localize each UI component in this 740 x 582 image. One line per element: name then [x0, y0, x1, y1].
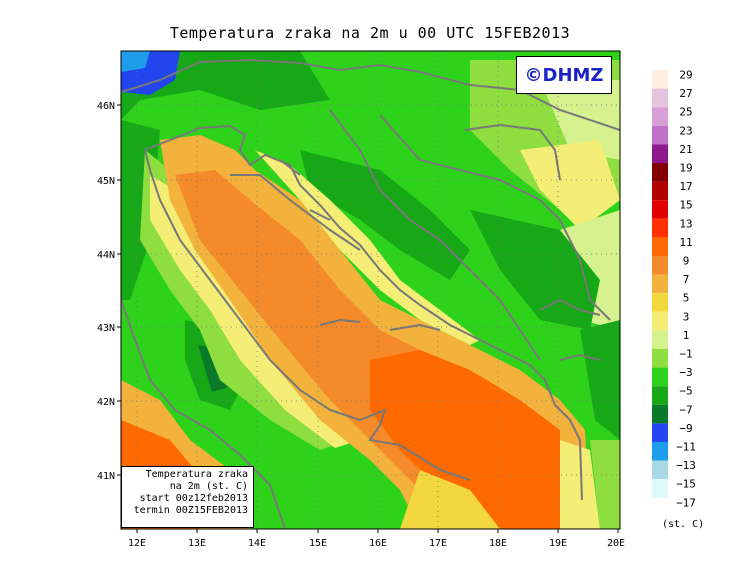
legend-label: 17: [679, 180, 692, 193]
legend-swatch: [652, 330, 668, 349]
legend-swatch: [652, 497, 668, 517]
legend-label: 23: [679, 124, 692, 137]
lon-label: 17E: [429, 538, 447, 549]
coastlines: [121, 58, 620, 529]
legend-label: 29: [679, 69, 692, 82]
map-title: Temperatura zraka na 2m u 00 UTC 15FEB20…: [169, 24, 571, 42]
legend-label: 15: [679, 199, 692, 212]
legend-label: 13: [679, 217, 692, 230]
lat-label: 43N: [97, 323, 115, 334]
legend-swatch: [652, 367, 668, 387]
color-legend: 29 27 25 23 21 19 17 15 13 11 9 7 5 3 1 −1 −3 −5 −7 −9 −11 −1…: [652, 69, 696, 517]
info-line: termin 00Z15FEB2013: [133, 505, 248, 516]
lon-label: 14E: [248, 538, 266, 549]
legend-label: −5: [679, 385, 692, 398]
info-line: Temperatura zraka: [145, 469, 248, 480]
info-line: na 2m (st. C): [169, 481, 248, 492]
lon-label: 12E: [128, 538, 146, 549]
legend-label: 27: [679, 87, 692, 100]
legend-label: −7: [679, 403, 692, 416]
legend-label: 25: [679, 106, 692, 119]
legend-swatch: [652, 256, 668, 275]
legend-swatch: [652, 200, 668, 219]
lon-label: 18E: [489, 538, 507, 549]
lat-label: 46N: [97, 101, 115, 112]
legend-label: 11: [679, 236, 692, 249]
legend-label: 3: [683, 310, 690, 323]
lat-label: 44N: [97, 250, 115, 261]
graticule: [121, 51, 620, 529]
legend-label: −9: [679, 422, 692, 435]
legend-unit: (st. C): [662, 519, 705, 530]
lat-label: 41N: [97, 471, 115, 482]
lat-label: 42N: [97, 397, 115, 408]
legend-label: −1: [679, 348, 692, 361]
legend-label: −11: [676, 441, 696, 454]
legend-swatch: [652, 423, 668, 442]
legend-swatch: [652, 125, 668, 145]
legend-label: 21: [679, 143, 692, 156]
legend-swatch: [652, 181, 668, 201]
lon-label: 16E: [369, 538, 387, 549]
legend-swatch: [652, 163, 668, 182]
legend-label: −3: [679, 366, 692, 379]
legend-label: 7: [683, 273, 690, 286]
legend-label: −13: [676, 459, 696, 472]
legend-swatch: [652, 442, 668, 461]
copyright-badge: ©DHMZ: [516, 56, 612, 94]
legend-swatch: [652, 386, 668, 405]
info-line: start 00z12feb2013: [139, 493, 248, 504]
legend-swatch: [652, 479, 668, 498]
legend-label: 5: [683, 292, 690, 305]
latitude-labels: 46N 45N 44N 43N 42N 41N: [97, 101, 115, 482]
info-box: Temperatura zraka na 2m (st. C) start 00…: [121, 466, 254, 528]
legend-swatch: [652, 88, 668, 108]
legend-swatch: [652, 311, 668, 331]
longitude-labels: 12E 13E 14E 15E 16E 17E 18E 19E 20E: [128, 538, 625, 549]
lon-label: 19E: [549, 538, 567, 549]
legend-swatch: [652, 237, 668, 256]
axis-ticks: [117, 104, 619, 533]
legend-label: −15: [676, 478, 696, 491]
legend-swatch: [652, 218, 668, 238]
legend-swatch: [652, 460, 668, 480]
legend-swatch: [652, 70, 668, 89]
legend-swatch: [652, 274, 668, 294]
legend-swatch: [652, 293, 668, 312]
lon-label: 15E: [309, 538, 327, 549]
legend-swatch: [652, 349, 668, 368]
legend-label: 1: [683, 329, 690, 342]
lat-label: 45N: [97, 176, 115, 187]
legend-swatch: [652, 404, 668, 424]
map-field: [121, 51, 620, 529]
legend-label: 19: [679, 162, 692, 175]
map-frame: [120, 50, 621, 530]
lon-label: 20E: [607, 538, 625, 549]
legend-swatch: [652, 144, 668, 163]
legend-label: −17: [676, 496, 696, 509]
lon-label: 13E: [188, 538, 206, 549]
legend-swatch: [652, 107, 668, 126]
legend-label: 9: [683, 255, 690, 268]
